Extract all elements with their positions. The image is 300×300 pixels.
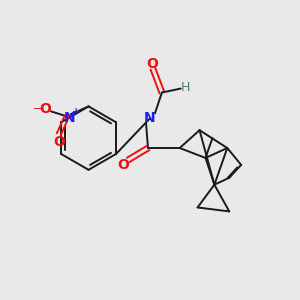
Text: +: + [72,107,80,117]
Text: H: H [181,81,190,94]
Text: O: O [117,158,129,172]
Text: O: O [39,102,51,116]
Text: −: − [32,104,42,114]
Text: O: O [146,57,158,71]
Text: N: N [64,111,76,125]
Text: N: N [144,111,156,125]
Text: O: O [53,135,65,149]
